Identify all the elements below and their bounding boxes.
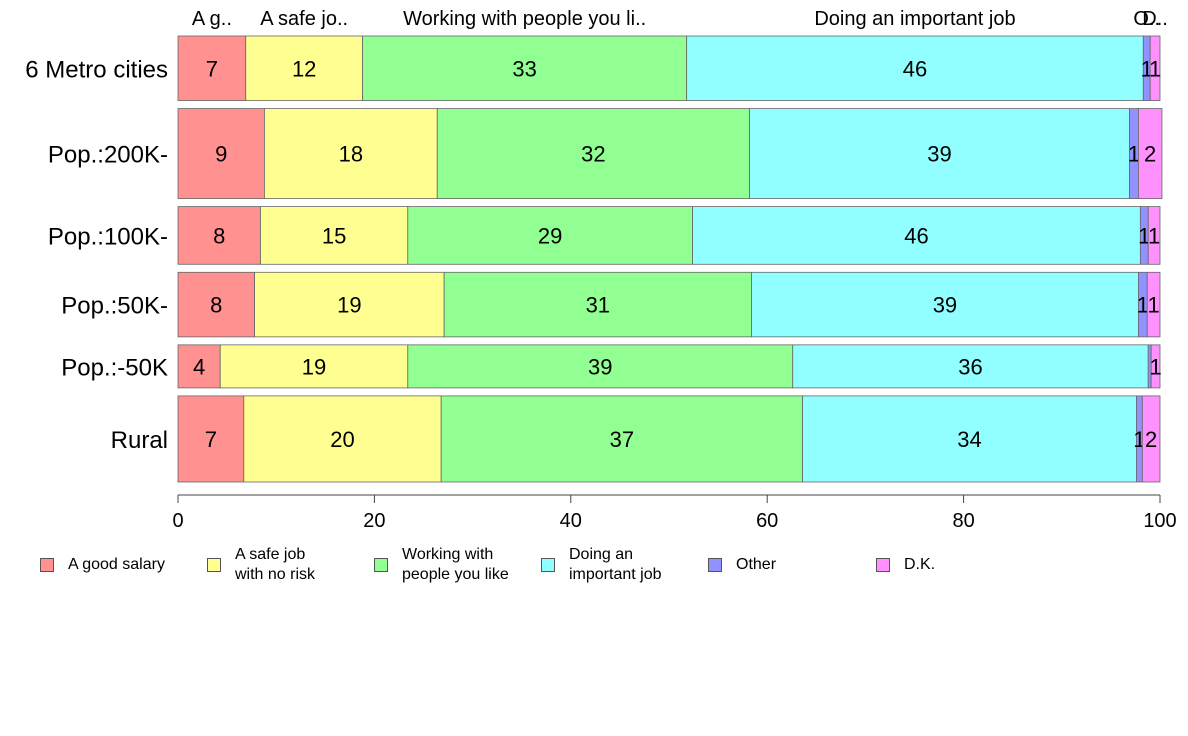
legend-item: Working with people you like bbox=[374, 540, 509, 590]
series-top-label: D.. bbox=[1142, 8, 1168, 30]
bar-value-label: 34 bbox=[957, 427, 981, 452]
series-top-label: A g.. bbox=[192, 8, 232, 30]
bar-value-label: 33 bbox=[512, 56, 536, 81]
legend-label: Doing an important job bbox=[569, 546, 662, 583]
bar-segment bbox=[177, 271, 255, 338]
x-axis-tick-label: 20 bbox=[363, 510, 385, 532]
bar-segment bbox=[243, 395, 442, 483]
bar-segment bbox=[1146, 271, 1161, 338]
bar-value-label: 9 bbox=[215, 142, 227, 167]
bar-value-label: 2 bbox=[1144, 142, 1156, 167]
bar-value-label: 1 bbox=[1138, 223, 1150, 248]
bar-value-label: 39 bbox=[927, 142, 951, 167]
bar-segment bbox=[792, 344, 1149, 389]
category-label: Pop.:100K- bbox=[48, 223, 168, 250]
bar-value-label: 19 bbox=[337, 293, 361, 318]
bar-segment bbox=[177, 108, 265, 199]
legend-swatch bbox=[374, 558, 388, 572]
legend-item: Doing an important job bbox=[541, 540, 662, 590]
bar-value-label: 37 bbox=[610, 427, 634, 452]
bar-segment bbox=[751, 271, 1139, 338]
bar-segment bbox=[1150, 344, 1161, 389]
x-axis-tick-label: 80 bbox=[952, 510, 974, 532]
legend-swatch bbox=[40, 558, 54, 572]
bar-segment bbox=[1141, 395, 1161, 483]
bar-value-label: 19 bbox=[302, 354, 326, 379]
legend-item: A safe job with no risk bbox=[207, 540, 315, 590]
category-label: Pop.:200K- bbox=[48, 142, 168, 169]
bar-segment bbox=[407, 206, 693, 265]
bar-segment bbox=[219, 344, 409, 389]
bar-value-label: 1 bbox=[1149, 354, 1161, 379]
bar-value-label: 8 bbox=[210, 293, 222, 318]
bar-value-label: 4 bbox=[193, 354, 205, 379]
legend-item: A good salary bbox=[40, 540, 165, 590]
category-label: 6 Metro cities bbox=[25, 56, 168, 83]
bar-segment bbox=[686, 35, 1144, 101]
series-top-label: O.. bbox=[1133, 8, 1160, 30]
bar-value-label: 39 bbox=[588, 354, 612, 379]
bar-value-label: 31 bbox=[586, 293, 610, 318]
legend-swatch bbox=[207, 558, 221, 572]
bar-value-label: 1 bbox=[1148, 223, 1160, 248]
bar-value-label: 1 bbox=[1137, 293, 1149, 318]
bar-value-label: 1 bbox=[1128, 142, 1140, 167]
legend-label: A good salary bbox=[68, 556, 165, 573]
bar-value-label: 7 bbox=[206, 56, 218, 81]
legend-label: Working with people you like bbox=[402, 546, 509, 583]
bar-value-label: 46 bbox=[903, 56, 927, 81]
category-label: Pop.:-50K bbox=[61, 354, 168, 381]
legend-swatch bbox=[541, 558, 555, 572]
bar-segment bbox=[260, 206, 409, 265]
x-axis-tick-label: 0 bbox=[172, 510, 183, 532]
bar-value-label: 1 bbox=[1149, 56, 1161, 81]
series-top-label: Doing an important job bbox=[814, 8, 1015, 30]
legend-swatch bbox=[708, 558, 722, 572]
bar-segment bbox=[440, 395, 803, 483]
bar-segment bbox=[362, 35, 688, 101]
legend-swatch bbox=[876, 558, 890, 572]
legend-item: Other bbox=[708, 540, 776, 590]
bar-segment bbox=[407, 344, 794, 389]
legend-label: Other bbox=[736, 556, 777, 573]
bar-value-label: 29 bbox=[538, 223, 562, 248]
chart-legend: A good salary A safe job with no risk Work… bbox=[0, 540, 1188, 600]
bar-value-label: 18 bbox=[339, 142, 363, 167]
bar-segment bbox=[692, 206, 1141, 265]
bar-segment bbox=[177, 395, 245, 483]
bar-value-label: 32 bbox=[581, 142, 605, 167]
legend-label: A safe job with no risk bbox=[235, 546, 316, 583]
bar-value-label: 36 bbox=[958, 354, 982, 379]
x-axis-tick-label: 60 bbox=[756, 510, 778, 532]
series-top-label: A safe jo.. bbox=[260, 8, 348, 30]
bar-value-label: 1 bbox=[1147, 293, 1159, 318]
bar-value-label: 12 bbox=[292, 56, 316, 81]
bar-value-label: 15 bbox=[322, 223, 346, 248]
bar-segment bbox=[245, 35, 364, 101]
x-axis-tick-label: 100 bbox=[1143, 510, 1176, 532]
bar-value-label: 8 bbox=[213, 223, 225, 248]
x-axis-tick-label: 40 bbox=[560, 510, 582, 532]
bar-segment bbox=[443, 271, 752, 338]
bar-segment bbox=[436, 108, 750, 199]
legend-label: D.K. bbox=[904, 556, 936, 573]
bar-segment bbox=[1147, 206, 1161, 265]
bar-segment bbox=[254, 271, 445, 338]
series-top-label: Working with people you li.. bbox=[403, 8, 646, 30]
bar-value-label: 39 bbox=[933, 293, 957, 318]
bar-value-label: 46 bbox=[904, 223, 928, 248]
bar-segment bbox=[264, 108, 438, 199]
bar-value-label: 7 bbox=[205, 427, 217, 452]
category-label: Pop.:50K- bbox=[61, 293, 168, 320]
bar-value-label: 2 bbox=[1145, 427, 1157, 452]
category-label: Rural bbox=[111, 427, 168, 454]
bar-segment bbox=[1137, 108, 1163, 199]
bar-segment bbox=[1149, 35, 1161, 101]
legend-item: D.K. bbox=[876, 540, 935, 590]
bar-value-label: 20 bbox=[330, 427, 354, 452]
bar-segment bbox=[177, 35, 247, 101]
